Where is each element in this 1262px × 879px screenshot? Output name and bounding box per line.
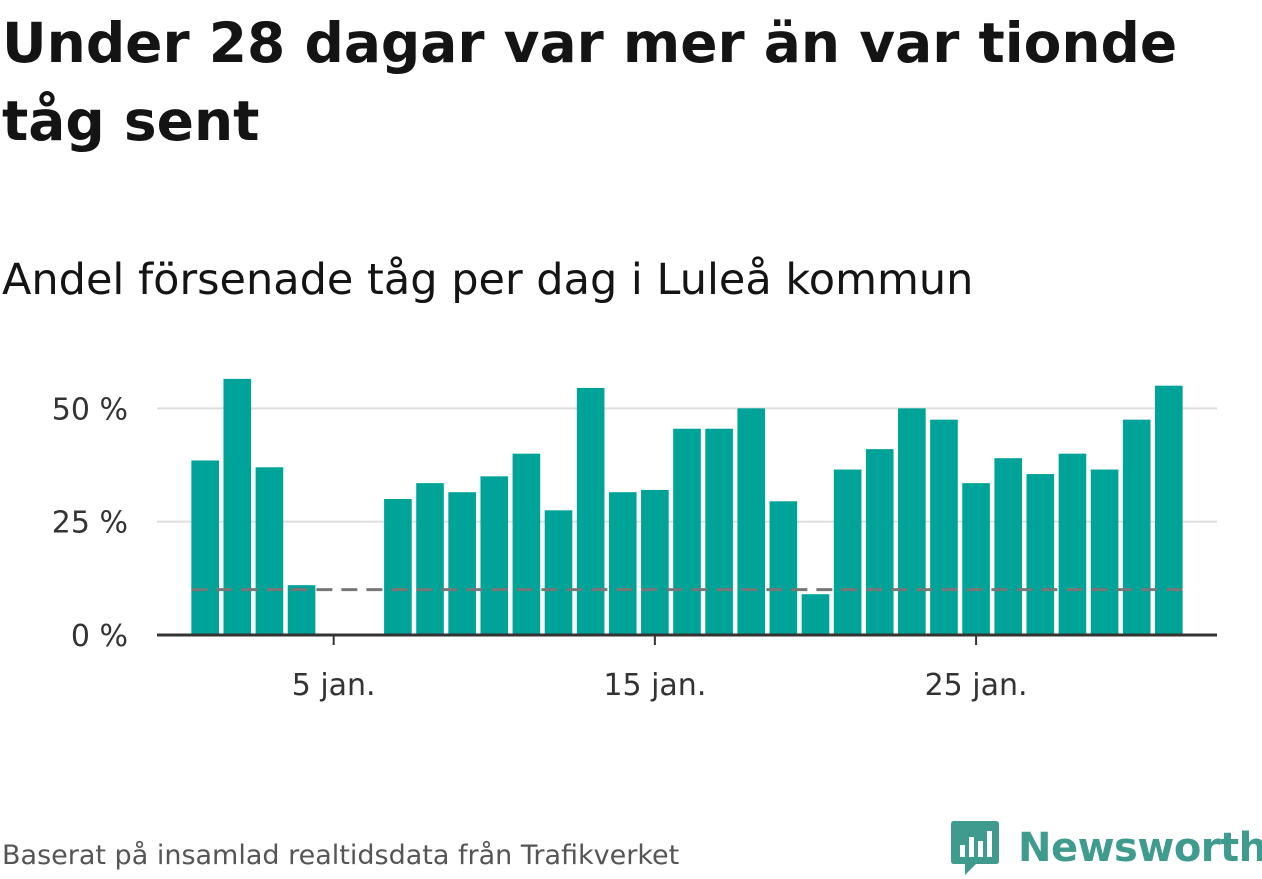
bar bbox=[448, 492, 476, 635]
bar bbox=[1058, 453, 1087, 635]
x-tick-label: 5 jan. bbox=[292, 668, 376, 703]
bar bbox=[223, 378, 252, 635]
newsworthy-logo[interactable]: Newsworthy bbox=[950, 818, 1262, 878]
axes: 0 % 25 % 50 % 5 jan. 15 jan. 25 jan. bbox=[52, 392, 1217, 703]
bar bbox=[576, 387, 605, 635]
brand-name: Newsworthy bbox=[1018, 825, 1262, 871]
bar bbox=[608, 492, 637, 635]
bar bbox=[673, 428, 701, 635]
bar bbox=[544, 510, 573, 635]
bar bbox=[930, 419, 958, 635]
bars bbox=[191, 378, 1183, 635]
bar bbox=[512, 453, 541, 635]
bar bbox=[994, 458, 1023, 635]
bar bbox=[962, 483, 990, 635]
bar bbox=[287, 585, 316, 635]
source-note: Baserat på insamlad realtidsdata från Tr… bbox=[2, 840, 680, 871]
y-tick-label: 25 % bbox=[52, 506, 128, 541]
bar bbox=[833, 469, 862, 635]
bar bbox=[1090, 469, 1119, 635]
bar bbox=[737, 408, 766, 635]
bar bbox=[1155, 385, 1183, 635]
newsworthy-logo-icon bbox=[951, 821, 999, 875]
chart-subtitle: Andel försenade tåg per dag i Luleå komm… bbox=[2, 255, 974, 305]
y-tick-label: 0 % bbox=[71, 619, 128, 654]
bar bbox=[191, 460, 219, 635]
bar bbox=[801, 594, 830, 635]
y-tick-label: 50 % bbox=[52, 392, 128, 427]
bar bbox=[384, 499, 412, 635]
bar bbox=[705, 428, 733, 635]
chart-title: Under 28 dagar var mer än var tionde tåg… bbox=[2, 11, 1178, 153]
bar bbox=[865, 449, 894, 635]
bar bbox=[255, 467, 284, 635]
bar bbox=[416, 483, 444, 635]
x-tick-label: 15 jan. bbox=[603, 668, 706, 703]
bar bbox=[898, 408, 926, 635]
bar bbox=[1026, 474, 1055, 635]
bar bbox=[641, 489, 669, 635]
bar bbox=[480, 476, 509, 635]
bar bbox=[1122, 419, 1151, 635]
bar-chart: 0 % 25 % 50 % 5 jan. 15 jan. 25 jan. bbox=[52, 378, 1217, 703]
bar bbox=[769, 501, 798, 635]
x-tick-label: 25 jan. bbox=[925, 668, 1028, 703]
